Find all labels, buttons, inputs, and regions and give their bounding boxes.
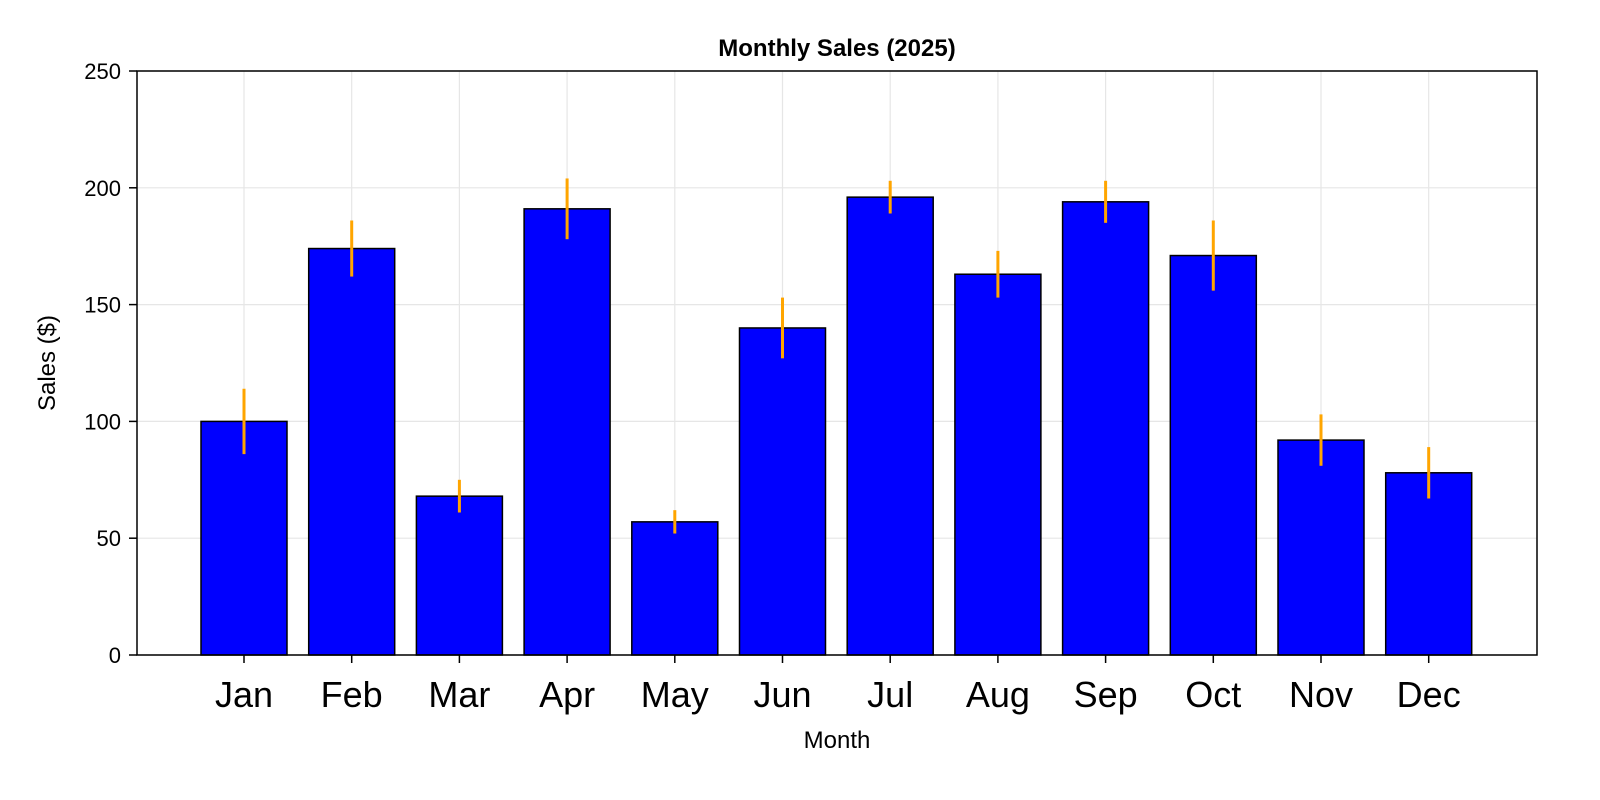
bar-feb [307, 247, 396, 656]
x-tick-label-sep: Sep [1074, 674, 1138, 715]
bars-layer [200, 196, 1473, 656]
x-tick-label-aug: Aug [966, 674, 1030, 715]
bar-dec [1384, 472, 1473, 656]
x-tick-label-mar: Mar [428, 674, 490, 715]
x-axis-label: Month [804, 727, 871, 754]
bar-apr [523, 208, 611, 656]
x-tick-label-jun: Jun [753, 674, 811, 715]
chart-title: Monthly Sales (2025) [718, 35, 955, 62]
plot-area-frame [136, 70, 1538, 656]
bar-jun [738, 327, 827, 656]
bar-nov [1277, 439, 1365, 656]
x-tick-label-apr: Apr [539, 674, 595, 715]
x-tick-label-nov: Nov [1289, 674, 1353, 715]
y-tick-label: 50 [97, 526, 121, 551]
bar-aug [954, 273, 1042, 656]
y-tick-label: 200 [84, 176, 121, 201]
ticks-layer: 0 50 100 150 200 250 Jan Feb Mar Apr May Jun Jul Aug S… [84, 59, 1460, 715]
bar-may [631, 521, 719, 656]
x-tick-label-dec: Dec [1397, 674, 1461, 715]
x-tick-label-oct: Oct [1185, 674, 1241, 715]
bar-oct [1169, 254, 1258, 656]
y-tick-label: 250 [84, 59, 121, 84]
bar-jul [846, 196, 934, 656]
x-tick-label-feb: Feb [321, 674, 383, 715]
y-tick-label: 150 [84, 293, 121, 318]
y-tick-label: 0 [109, 643, 121, 668]
x-tick-label-may: May [641, 674, 709, 715]
x-tick-label-jul: Jul [867, 674, 913, 715]
y-tick-label: 100 [84, 409, 121, 434]
bar-mar [415, 495, 504, 656]
y-axis-label: Sales ($) [34, 315, 61, 411]
x-tick-label-jan: Jan [215, 674, 273, 715]
error-bars-layer [242, 178, 1431, 534]
bar-jan [200, 420, 288, 656]
bar-sep [1061, 201, 1150, 656]
